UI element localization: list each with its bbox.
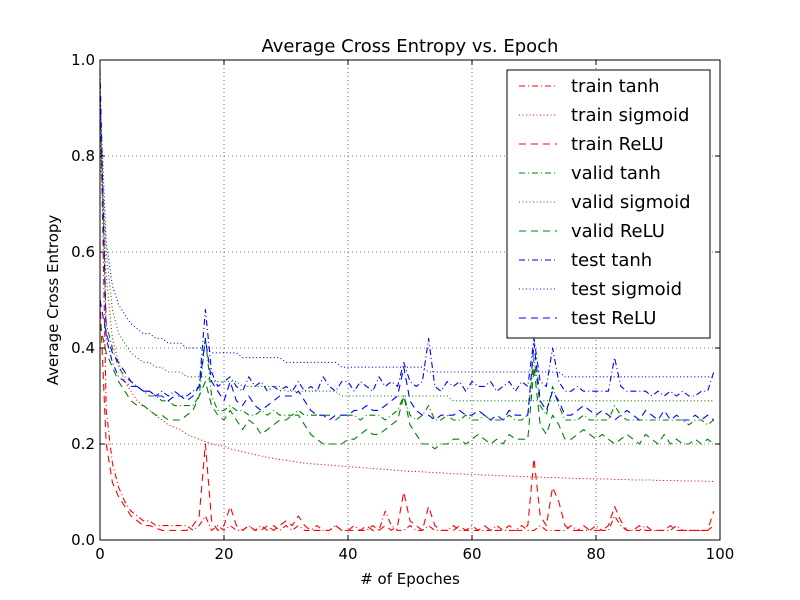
legend-label-valid-tanh: valid tanh [571, 163, 661, 184]
plot-frame [99, 59, 721, 541]
y-tick-label: 1.0 [71, 51, 95, 69]
series-line-train-relu [99, 299, 715, 531]
plot-series [99, 69, 715, 531]
legend-label-train-tanh: train tanh [571, 76, 660, 97]
y-tick-label: 0.0 [71, 531, 95, 549]
chart-title: Average Cross Entropy vs. Epoch [262, 36, 559, 57]
legend-label-test-tanh: test tanh [571, 250, 652, 271]
series-line-test-tanh [99, 69, 715, 397]
legend-label-train-sigmoid: train sigmoid [571, 105, 689, 126]
series-line-valid-tanh [99, 98, 715, 426]
legend-label-test-sigmoid: test sigmoid [571, 279, 682, 300]
legend: train tanh train sigmoid train ReLU valid t… [506, 69, 711, 339]
y-axis-label: Average Cross Entropy [44, 215, 62, 386]
legend-label-test-relu: test ReLU [571, 308, 656, 329]
legend-label-train-relu: train ReLU [571, 134, 664, 155]
series-line-valid-relu [99, 323, 715, 450]
series-line-train-sigmoid [99, 146, 714, 482]
y-tick-label: 0.4 [71, 339, 95, 357]
series-line-train-tanh [99, 83, 715, 531]
series-line-test-relu [99, 299, 715, 421]
x-tick-label: 20 [214, 545, 233, 563]
x-tick-label: 100 [706, 545, 735, 563]
series-line-valid-sigmoid [99, 131, 714, 402]
x-axis-label: # of Epoches [360, 570, 460, 588]
y-tick-label: 0.6 [71, 243, 95, 261]
axis-ticks: 0 20 40 60 80 100 0.0 0.2 0.4 0.6 0.8 1.0 [71, 51, 734, 563]
x-tick-label: 80 [586, 545, 605, 563]
y-tick-label: 0.8 [71, 147, 95, 165]
legend-label-valid-relu: valid ReLU [571, 221, 665, 242]
legend-label-valid-sigmoid: valid sigmoid [571, 192, 691, 213]
x-tick-label: 40 [338, 545, 357, 563]
x-tick-label: 0 [95, 545, 105, 563]
y-tick-label: 0.2 [71, 435, 95, 453]
x-tick-label: 60 [462, 545, 481, 563]
